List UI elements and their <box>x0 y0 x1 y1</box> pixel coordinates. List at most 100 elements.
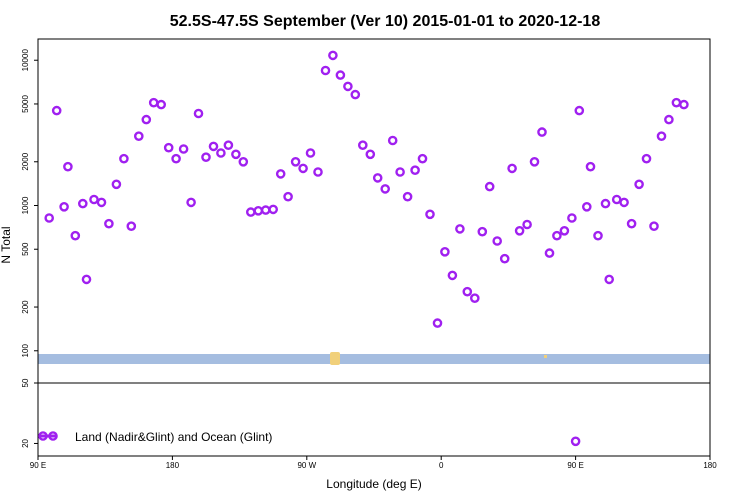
upper-plot-frame <box>37 38 711 384</box>
data-point <box>619 197 629 208</box>
data-point <box>89 194 99 205</box>
data-point <box>626 218 637 229</box>
data-point <box>245 207 256 217</box>
data-point <box>559 225 570 236</box>
data-point <box>462 286 473 297</box>
legend: Land (Nadir&Glint) and Ocean (Glint) <box>38 430 272 444</box>
y-tick-label: 2000 <box>21 152 30 170</box>
data-point <box>656 131 667 141</box>
data-point <box>529 156 540 167</box>
legend-label: Land (Nadir&Glint) and Ocean (Glint) <box>75 430 272 444</box>
data-point <box>51 105 62 116</box>
data-point <box>664 114 674 125</box>
data-point <box>178 144 189 154</box>
data-point <box>574 105 585 116</box>
data-point <box>63 161 73 172</box>
data-point <box>357 140 368 150</box>
x-axis: 90 E 180 90 W 0 90 E 180 <box>30 456 717 470</box>
data-point <box>455 224 465 234</box>
data-point <box>253 205 264 216</box>
x-tick-label: 90 E <box>567 461 583 470</box>
lower-data-point <box>570 436 581 447</box>
data-point <box>499 253 510 264</box>
data-point <box>507 163 517 174</box>
data-point <box>305 148 316 158</box>
data-point <box>440 246 450 257</box>
data-point <box>201 152 211 162</box>
lower-plot-frame <box>37 382 711 457</box>
y-tick-label: 10000 <box>21 49 30 72</box>
data-point <box>611 194 622 205</box>
data-point <box>126 221 137 231</box>
data-point <box>193 108 204 119</box>
y-tick-label: 50 <box>21 378 30 387</box>
y-axis-label: N Total <box>0 226 13 263</box>
data-point <box>260 205 271 215</box>
data-point <box>216 148 226 158</box>
land-patch-small <box>544 355 547 358</box>
data-point <box>484 181 495 192</box>
data-point <box>432 318 443 328</box>
data-point <box>328 50 338 61</box>
data-point <box>522 219 532 230</box>
data-point <box>514 225 525 236</box>
data-point <box>593 230 603 241</box>
data-point <box>492 236 503 246</box>
data-point <box>275 169 286 179</box>
x-tick-label: 0 <box>439 461 444 470</box>
data-point <box>111 179 122 190</box>
data-point <box>96 197 107 208</box>
data-point <box>350 89 361 100</box>
x-tick-label: 90 W <box>297 461 316 470</box>
upper-panel <box>38 50 710 365</box>
land-patch <box>330 352 340 365</box>
data-point <box>163 142 174 153</box>
y-tick-label: 1000 <box>21 196 30 214</box>
y-axis: 50 100 200 500 1000 2000 5000 10000 20 <box>21 49 38 448</box>
data-point <box>231 149 241 160</box>
y-tick-label: 100 <box>21 344 30 358</box>
x-tick-label: 180 <box>703 461 717 470</box>
ocean-band <box>38 354 710 364</box>
legend-marker-right <box>48 431 58 441</box>
data-point <box>81 274 92 285</box>
data-point <box>477 226 488 237</box>
data-point <box>335 70 346 80</box>
data-point <box>290 156 301 167</box>
legend-marker-left <box>38 431 48 441</box>
data-point <box>372 173 383 183</box>
data-point <box>119 153 129 164</box>
data-point <box>298 163 308 174</box>
data-point <box>552 230 562 241</box>
lower-y-tick-label: 20 <box>21 438 30 447</box>
data-point <box>679 99 689 110</box>
data-point <box>365 149 376 160</box>
data-point <box>44 213 55 223</box>
data-point <box>600 198 611 209</box>
data-point <box>208 141 219 152</box>
data-point <box>141 114 152 125</box>
y-tick-label: 500 <box>21 242 30 256</box>
data-point <box>425 209 435 220</box>
data-point <box>634 179 644 190</box>
data-point <box>447 270 458 281</box>
data-point <box>148 97 159 108</box>
data-point <box>59 201 69 212</box>
data-point <box>395 167 405 177</box>
data-point <box>133 131 144 141</box>
data-point <box>585 161 596 172</box>
data-point <box>641 153 652 164</box>
data-point <box>313 167 323 177</box>
x-tick-label: 180 <box>166 461 180 470</box>
data-point <box>283 191 293 202</box>
data-point <box>104 218 114 229</box>
chart-title: 52.5S-47.5S September (Ver 10) 2015-01-0… <box>170 13 601 30</box>
data-point <box>238 156 249 167</box>
data-point <box>387 135 398 146</box>
data-point <box>582 201 592 212</box>
data-point <box>671 97 682 108</box>
data-point <box>320 65 331 76</box>
data-point <box>223 140 234 150</box>
data-point <box>343 81 353 92</box>
